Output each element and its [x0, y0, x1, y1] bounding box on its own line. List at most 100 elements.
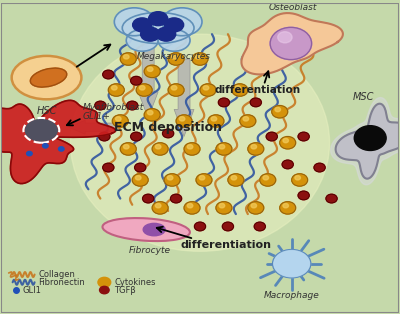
Circle shape [200, 84, 216, 96]
Circle shape [250, 98, 261, 107]
Circle shape [95, 101, 106, 110]
Circle shape [254, 222, 265, 231]
Circle shape [314, 163, 325, 172]
Circle shape [98, 277, 111, 287]
Circle shape [120, 143, 136, 155]
Circle shape [124, 144, 129, 149]
Circle shape [251, 144, 257, 149]
Circle shape [152, 202, 168, 214]
Circle shape [240, 115, 256, 127]
Ellipse shape [156, 27, 176, 41]
Circle shape [283, 203, 288, 208]
Ellipse shape [30, 68, 67, 87]
Circle shape [99, 132, 110, 141]
Ellipse shape [102, 218, 190, 241]
Circle shape [135, 163, 146, 172]
Circle shape [58, 147, 64, 151]
Text: HSC: HSC [36, 106, 57, 116]
Circle shape [132, 174, 148, 186]
Circle shape [168, 53, 184, 65]
Circle shape [248, 143, 264, 155]
Ellipse shape [114, 8, 154, 36]
Text: TGFβ: TGFβ [114, 285, 136, 295]
Polygon shape [0, 100, 116, 184]
Circle shape [208, 115, 224, 127]
Circle shape [251, 203, 257, 208]
Ellipse shape [148, 12, 168, 26]
Circle shape [164, 174, 180, 186]
Circle shape [275, 107, 280, 112]
Circle shape [112, 86, 117, 90]
Circle shape [292, 174, 308, 186]
Text: Fibronectin: Fibronectin [38, 278, 85, 287]
Circle shape [216, 202, 232, 214]
Circle shape [218, 98, 230, 107]
Circle shape [219, 203, 225, 208]
Polygon shape [174, 59, 194, 137]
Circle shape [272, 106, 288, 118]
Text: differentiation: differentiation [180, 240, 272, 250]
Circle shape [171, 86, 177, 90]
Text: Macrophage: Macrophage [264, 291, 320, 300]
Circle shape [162, 129, 174, 138]
Circle shape [354, 126, 386, 150]
Circle shape [184, 143, 200, 155]
Circle shape [152, 143, 168, 155]
Circle shape [270, 27, 312, 60]
Text: MSC: MSC [353, 92, 374, 102]
Circle shape [211, 117, 217, 121]
Ellipse shape [122, 13, 194, 43]
Circle shape [170, 194, 182, 203]
Circle shape [120, 53, 136, 65]
Circle shape [298, 132, 309, 141]
Polygon shape [242, 13, 343, 74]
Text: ECM deposition: ECM deposition [114, 121, 222, 134]
Polygon shape [68, 120, 116, 134]
Circle shape [263, 176, 268, 180]
Circle shape [222, 222, 234, 231]
Ellipse shape [12, 56, 82, 99]
Circle shape [136, 176, 141, 180]
Circle shape [142, 194, 154, 203]
Ellipse shape [274, 251, 310, 277]
Circle shape [103, 70, 114, 79]
Circle shape [216, 143, 232, 155]
Polygon shape [138, 43, 158, 118]
Circle shape [136, 84, 152, 96]
Ellipse shape [26, 119, 57, 141]
Circle shape [203, 86, 209, 90]
Text: Collagen: Collagen [38, 270, 76, 279]
Text: Cytokines: Cytokines [114, 278, 156, 287]
Circle shape [116, 117, 121, 121]
Ellipse shape [162, 8, 202, 36]
Circle shape [184, 202, 200, 214]
Circle shape [266, 132, 277, 141]
Ellipse shape [143, 223, 165, 236]
Circle shape [280, 137, 296, 149]
Circle shape [27, 151, 32, 156]
Text: differentiation: differentiation [215, 85, 301, 95]
Circle shape [167, 176, 173, 180]
Circle shape [171, 55, 177, 59]
Circle shape [243, 117, 249, 121]
Circle shape [155, 144, 161, 149]
Circle shape [131, 76, 142, 85]
Ellipse shape [126, 30, 158, 51]
Circle shape [140, 86, 145, 90]
Circle shape [283, 138, 288, 143]
Circle shape [260, 174, 276, 186]
Ellipse shape [164, 18, 184, 32]
Text: Fibrocyte: Fibrocyte [129, 246, 171, 255]
Circle shape [187, 144, 193, 149]
Circle shape [195, 55, 201, 59]
Circle shape [42, 144, 48, 148]
Circle shape [179, 117, 185, 121]
Circle shape [228, 174, 244, 186]
Circle shape [103, 163, 114, 172]
Circle shape [196, 174, 212, 186]
Circle shape [192, 53, 208, 65]
Circle shape [232, 84, 248, 96]
Circle shape [112, 115, 128, 127]
Circle shape [280, 202, 296, 214]
Text: Myofibroblast: Myofibroblast [82, 103, 144, 112]
